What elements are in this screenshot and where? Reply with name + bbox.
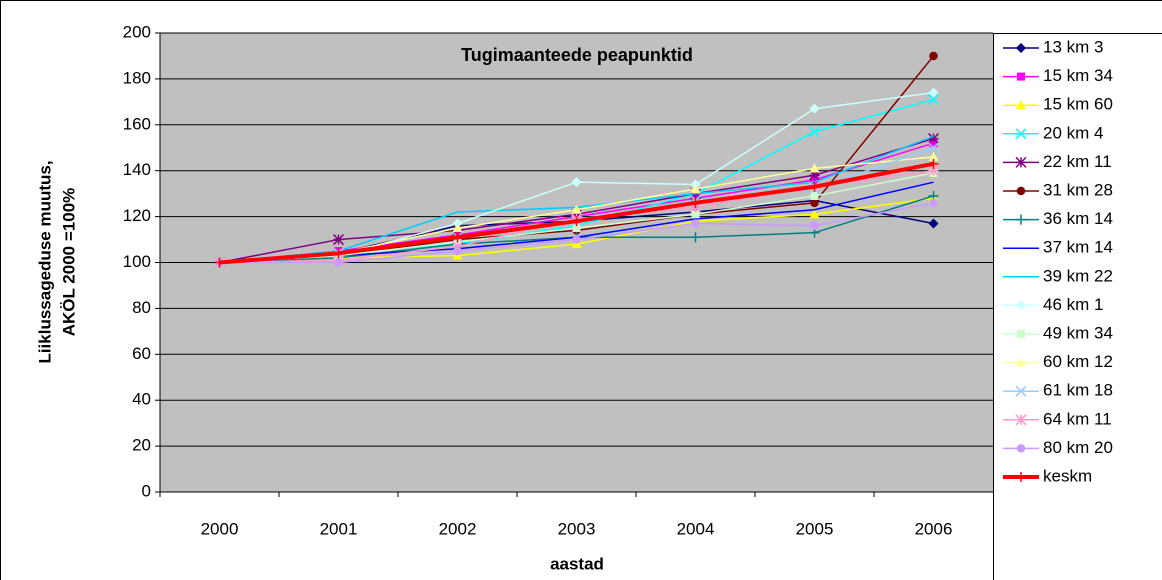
legend-label: 15 km 60: [1043, 95, 1113, 114]
marker: [333, 248, 344, 259]
y-tick-label: 20: [132, 436, 151, 455]
marker: [332, 234, 345, 246]
marker: [1015, 414, 1027, 426]
marker: [809, 103, 820, 114]
marker: [1017, 330, 1025, 338]
marker: [808, 169, 821, 181]
y-tick-label: 200: [123, 22, 151, 41]
marker: [1016, 186, 1026, 196]
marker: [809, 181, 820, 192]
marker: [928, 151, 939, 161]
marker: [929, 51, 938, 61]
y-tick-label: 0: [142, 481, 151, 500]
marker: [928, 218, 939, 229]
marker: [928, 87, 939, 98]
marker: [571, 177, 582, 188]
legend-label: 13 km 3: [1043, 37, 1103, 56]
legend-label: 60 km 12: [1043, 352, 1113, 371]
marker: [808, 126, 821, 138]
marker: [214, 257, 225, 268]
legend-label: 22 km 11: [1043, 152, 1112, 171]
marker: [690, 232, 701, 243]
marker: [452, 223, 463, 233]
y-axis-label: AKÖL 2000 =100%: [59, 188, 78, 337]
marker: [928, 158, 939, 169]
y-tick-label: 140: [123, 160, 151, 179]
marker: [451, 240, 464, 252]
x-tick-label: 2002: [439, 519, 477, 538]
x-tick-label: 2000: [201, 519, 239, 538]
legend-label: 36 km 14: [1043, 209, 1113, 228]
x-tick-label: 2005: [796, 519, 834, 538]
marker: [571, 216, 582, 227]
marker: [927, 94, 940, 106]
marker: [691, 219, 700, 228]
legend-label: 31 km 28: [1043, 180, 1113, 199]
legend-label: 37 km 14: [1043, 238, 1113, 257]
marker: [571, 204, 582, 214]
legend-label: 61 km 18: [1043, 381, 1113, 400]
legend-label: 20 km 4: [1043, 123, 1103, 142]
marker: [809, 209, 820, 219]
marker: [690, 184, 701, 194]
chart-title: Tugimaanteede peapunktid: [461, 45, 693, 65]
marker: [1016, 472, 1026, 482]
marker: [572, 235, 581, 244]
y-tick-label: 180: [123, 68, 151, 87]
marker: [929, 198, 938, 208]
x-tick-label: 2001: [320, 519, 358, 538]
marker: [453, 246, 462, 256]
y-tick-label: 80: [132, 298, 151, 317]
legend-label: 46 km 1: [1043, 295, 1103, 314]
marker: [810, 221, 819, 231]
y-tick-label: 40: [132, 390, 151, 409]
marker: [334, 258, 343, 267]
marker: [1017, 72, 1025, 81]
x-tick-label: 2004: [677, 519, 715, 538]
marker: [1016, 300, 1026, 311]
y-axis-label: Liiklussageduse muutus,: [35, 160, 54, 363]
marker: [1016, 43, 1026, 53]
legend-label: 49 km 34: [1043, 323, 1113, 342]
marker: [1015, 128, 1027, 140]
marker: [810, 191, 819, 200]
marker: [1015, 156, 1027, 168]
y-tick-label: 120: [123, 206, 151, 225]
marker: [927, 165, 940, 177]
marker: [927, 133, 940, 145]
marker: [927, 142, 940, 154]
marker: [1016, 100, 1026, 110]
x-tick-label: 2003: [558, 519, 596, 538]
marker: [1016, 444, 1026, 453]
legend-label: 80 km 20: [1043, 438, 1113, 457]
marker: [1015, 385, 1027, 397]
x-axis-label: aastad: [550, 554, 604, 573]
y-tick-label: 100: [123, 252, 151, 271]
marker: [1016, 214, 1026, 225]
marker: [690, 197, 701, 208]
legend-label: 39 km 22: [1043, 266, 1113, 285]
y-tick-label: 160: [123, 114, 151, 133]
marker: [572, 224, 581, 233]
x-tick-label: 2006: [915, 519, 953, 538]
y-tick-label: 60: [132, 344, 151, 363]
marker: [1016, 357, 1026, 367]
marker: [810, 198, 819, 208]
marker: [452, 232, 463, 243]
legend-label: 15 km 34: [1043, 66, 1113, 85]
marker: [809, 163, 820, 173]
legend-label: 64 km 11: [1043, 409, 1112, 428]
legend-label: keskm: [1043, 466, 1092, 485]
marker: [691, 210, 700, 219]
